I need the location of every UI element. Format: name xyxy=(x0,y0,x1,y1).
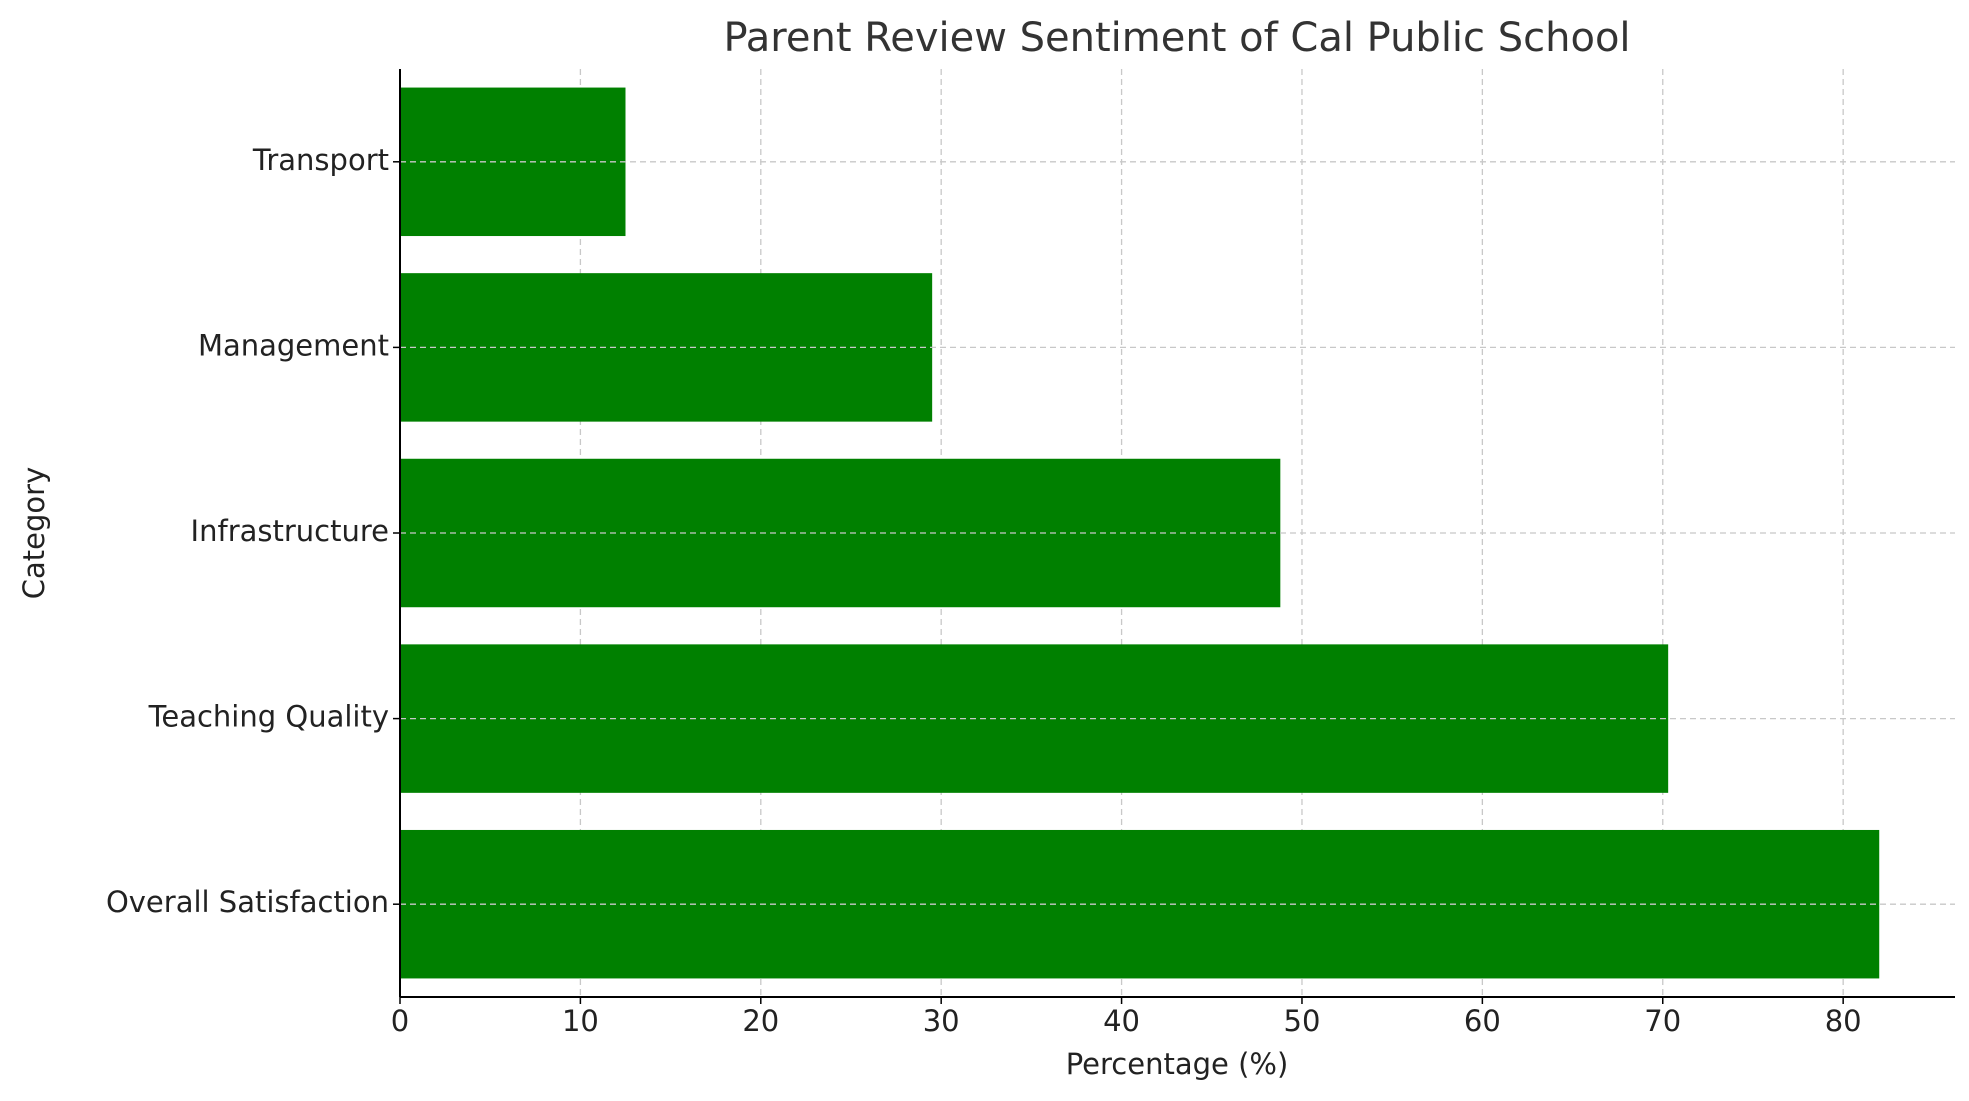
x-tick-label: 20 xyxy=(742,1004,779,1038)
y-tick-label: Infrastructure xyxy=(191,514,389,548)
y-axis-label: Category xyxy=(17,467,51,599)
y-tick-label: Management xyxy=(198,328,389,362)
y-tick-label: Teaching Quality xyxy=(148,700,389,734)
x-tick-label: 60 xyxy=(1464,1004,1501,1038)
y-tick-label: Overall Satisfaction xyxy=(106,885,389,919)
chart-title: Parent Review Sentiment of Cal Public Sc… xyxy=(723,15,1630,61)
x-tick-label: 30 xyxy=(923,1004,960,1038)
x-tick-label: 40 xyxy=(1103,1004,1140,1038)
x-axis-label: Percentage (%) xyxy=(1066,1047,1289,1081)
x-tick-label: 80 xyxy=(1825,1004,1862,1038)
x-tick-label: 0 xyxy=(391,1004,409,1038)
x-tick-label: 10 xyxy=(562,1004,599,1038)
y-tick-label: Transport xyxy=(252,143,389,177)
x-tick-label: 50 xyxy=(1284,1004,1321,1038)
x-tick-label: 70 xyxy=(1644,1004,1681,1038)
